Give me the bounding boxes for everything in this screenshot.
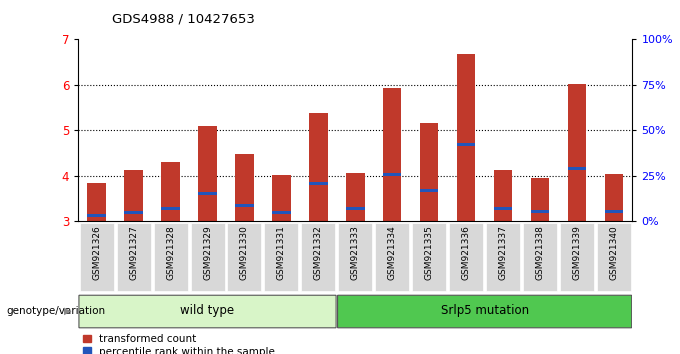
FancyBboxPatch shape: [190, 223, 224, 291]
Bar: [568, 167, 586, 170]
Text: GSM921328: GSM921328: [166, 225, 175, 280]
Bar: [457, 143, 475, 146]
Bar: [199, 126, 217, 221]
Text: GSM921333: GSM921333: [351, 225, 360, 280]
Text: GSM921327: GSM921327: [129, 225, 138, 280]
FancyBboxPatch shape: [80, 223, 114, 291]
Bar: [161, 162, 180, 221]
Bar: [420, 189, 439, 192]
Text: GSM921329: GSM921329: [203, 225, 212, 280]
Text: GSM921340: GSM921340: [609, 225, 618, 280]
Text: GSM921339: GSM921339: [573, 225, 581, 280]
FancyBboxPatch shape: [265, 223, 299, 291]
Bar: [494, 207, 512, 210]
Bar: [235, 204, 254, 207]
Bar: [420, 123, 439, 221]
FancyBboxPatch shape: [523, 223, 557, 291]
Bar: [568, 84, 586, 221]
Bar: [199, 193, 217, 195]
FancyBboxPatch shape: [154, 223, 188, 291]
FancyBboxPatch shape: [228, 223, 261, 291]
Text: genotype/variation: genotype/variation: [7, 306, 106, 316]
Bar: [124, 170, 143, 221]
FancyBboxPatch shape: [597, 223, 631, 291]
FancyBboxPatch shape: [375, 223, 409, 291]
FancyBboxPatch shape: [449, 223, 483, 291]
Bar: [235, 154, 254, 221]
FancyBboxPatch shape: [560, 223, 594, 291]
Bar: [457, 53, 475, 221]
FancyBboxPatch shape: [337, 295, 632, 328]
Text: GSM921338: GSM921338: [536, 225, 545, 280]
Text: wild type: wild type: [180, 304, 235, 317]
Text: GSM921332: GSM921332: [314, 225, 323, 280]
Bar: [383, 88, 401, 221]
Bar: [494, 170, 512, 221]
FancyBboxPatch shape: [301, 223, 335, 291]
Text: GDS4988 / 10427653: GDS4988 / 10427653: [112, 12, 255, 25]
Bar: [272, 175, 290, 221]
FancyBboxPatch shape: [339, 223, 372, 291]
Bar: [531, 210, 549, 213]
Bar: [161, 207, 180, 210]
Text: Srlp5 mutation: Srlp5 mutation: [441, 304, 528, 317]
Bar: [124, 211, 143, 213]
Bar: [346, 207, 364, 210]
Text: GSM921326: GSM921326: [92, 225, 101, 280]
Bar: [346, 173, 364, 221]
Text: GSM921330: GSM921330: [240, 225, 249, 280]
Bar: [383, 173, 401, 176]
FancyBboxPatch shape: [79, 295, 336, 328]
FancyBboxPatch shape: [412, 223, 446, 291]
FancyBboxPatch shape: [486, 223, 520, 291]
Text: GSM921334: GSM921334: [388, 225, 396, 280]
Bar: [88, 214, 106, 217]
Bar: [531, 178, 549, 221]
Bar: [88, 183, 106, 221]
Text: GSM921335: GSM921335: [425, 225, 434, 280]
Bar: [309, 182, 328, 185]
Legend: transformed count, percentile rank within the sample: transformed count, percentile rank withi…: [84, 335, 275, 354]
FancyBboxPatch shape: [117, 223, 150, 291]
Bar: [605, 210, 623, 213]
Text: GSM921336: GSM921336: [462, 225, 471, 280]
Text: GSM921337: GSM921337: [498, 225, 507, 280]
Bar: [605, 174, 623, 221]
Text: ▶: ▶: [64, 306, 71, 316]
Bar: [309, 113, 328, 221]
Text: GSM921331: GSM921331: [277, 225, 286, 280]
Bar: [272, 211, 290, 213]
